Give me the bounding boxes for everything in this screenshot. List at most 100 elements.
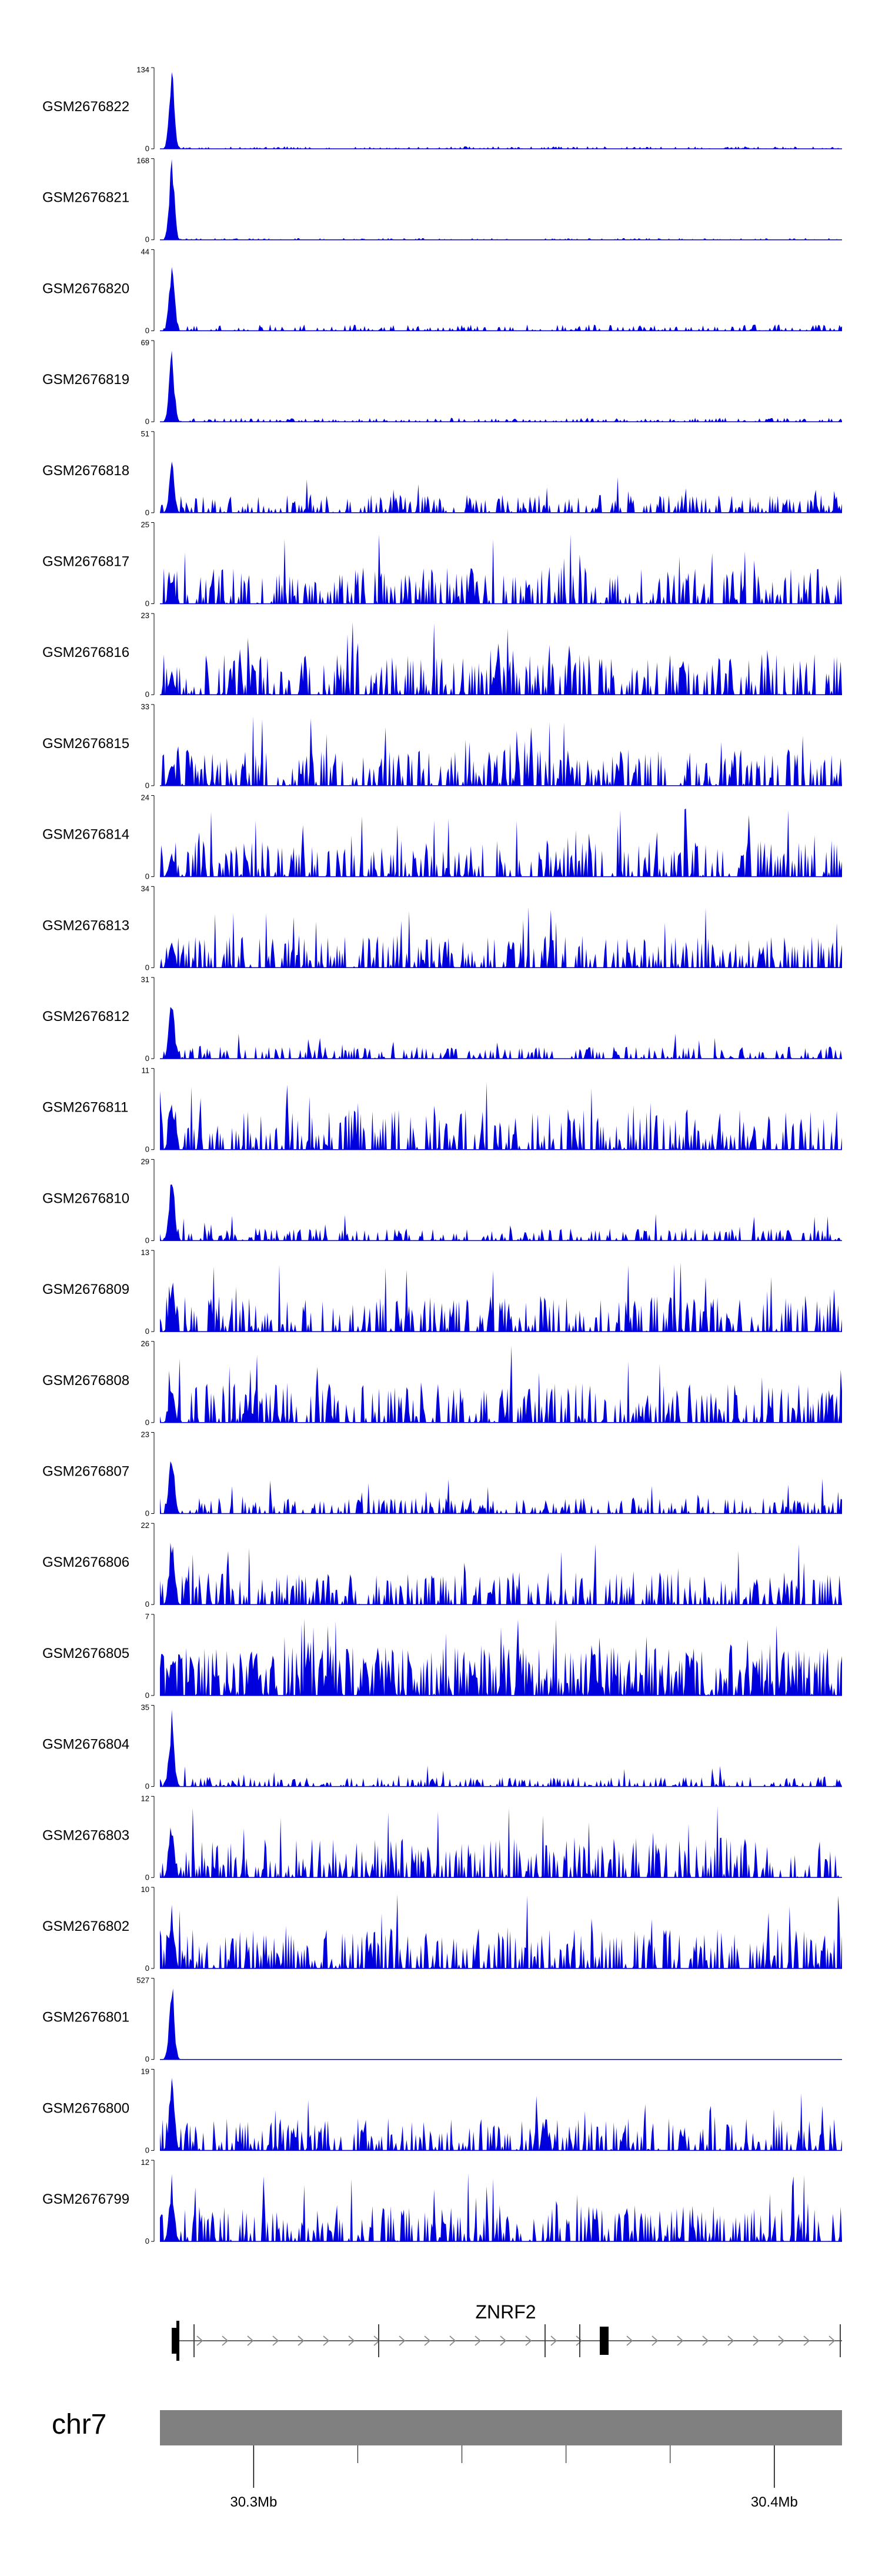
track-ymax-label: 23 [141,611,149,620]
track-ymin-label: 0 [145,1145,149,1154]
track-label: GSM2676818 [42,463,129,479]
strand-arrow [500,2335,507,2346]
coverage-track: GSM2676822 134 0 [42,65,842,153]
coverage-area [160,1262,842,1332]
track-label: GSM2676812 [42,1009,129,1025]
track-ymax-label: 35 [141,1703,149,1712]
coverage-track: GSM2676809 13 0 [42,1248,842,1336]
strand-arrow [626,2335,633,2346]
coverage-track: GSM2676804 35 0 [42,1703,842,1791]
track-ymax-label: 34 [141,884,149,893]
track-ymax-label: 24 [141,793,149,802]
strand-arrow [449,2335,456,2346]
strand-arrow [196,2335,203,2346]
track-ymin-label: 0 [145,1418,149,1427]
track-ymax-label: 12 [141,1794,149,1803]
strand-arrow [525,2335,532,2346]
coverage-track: GSM2676799 12 0 [42,2158,842,2245]
gene-name: ZNRF2 [475,2301,536,2323]
strand-arrow [272,2335,279,2346]
strand-arrow [828,2335,836,2346]
coverage-track: GSM2676800 19 0 [42,2067,842,2154]
track-ymin-label: 0 [145,417,149,426]
track-ymin-label: 0 [145,144,149,153]
track-label: GSM2676822 [42,99,129,115]
track-ymax-label: 25 [141,520,149,529]
track-label: GSM2676804 [42,1737,129,1753]
coverage-track: GSM2676816 23 0 [42,611,842,699]
gene-exon [172,2328,176,2354]
coverage-track: GSM2676811 11 0 [42,1066,842,1154]
strand-arrow [778,2335,785,2346]
track-label: GSM2676807 [42,1464,129,1480]
chromosome-bar [160,2410,842,2445]
track-ymax-label: 134 [136,65,149,74]
strand-arrow [298,2335,305,2346]
strand-arrow [702,2335,709,2346]
coverage-area [160,1894,842,1968]
strand-arrow [652,2335,659,2346]
track-ymax-label: 23 [141,1430,149,1439]
axis-tick-label: 30.4Mb [751,2494,798,2510]
coverage-track: GSM2676807 23 0 [42,1430,842,1518]
coverage-track: GSM2676802 10 0 [42,1885,842,1973]
track-ymin-label: 0 [145,1964,149,1973]
track-label: GSM2676814 [42,827,129,843]
track-label: GSM2676821 [42,190,129,206]
coverage-area [160,2078,842,2151]
strand-arrow [753,2335,760,2346]
track-ymin-label: 0 [145,508,149,517]
coverage-area [160,351,842,422]
track-ymax-label: 527 [136,1976,149,1985]
track-label: GSM2676819 [42,372,129,388]
coverage-track: GSM2676821 168 0 [42,156,842,244]
track-ymax-label: 13 [141,1248,149,1257]
track-ymin-label: 0 [145,690,149,699]
track-label: GSM2676810 [42,1190,129,1206]
coverage-area [160,1542,842,1605]
gene-exon [600,2327,609,2355]
coverage-area [160,622,842,695]
track-ymin-label: 0 [145,1600,149,1609]
strand-arrow [222,2335,229,2346]
coverage-area [160,72,842,149]
track-ymin-label: 0 [145,963,149,972]
coverage-area [160,1184,842,1241]
track-label: GSM2676801 [42,2010,129,2026]
coverage-area [160,461,842,513]
track-ymax-label: 19 [141,2067,149,2076]
coverage-area [160,267,842,331]
coverage-area [160,716,842,786]
track-ymax-label: 11 [142,1066,150,1075]
track-ymin-label: 0 [145,2237,149,2245]
strand-arrow [399,2335,406,2346]
strand-arrow [727,2335,734,2346]
track-ymin-label: 0 [145,1509,149,1518]
coverage-track: GSM2676803 12 0 [42,1794,842,1881]
coverage-track: GSM2676820 44 0 [42,247,842,335]
strand-arrow [348,2335,355,2346]
track-ymax-label: 51 [141,429,149,438]
coverage-track: GSM2676813 34 0 [42,884,842,972]
coverage-track: GSM2676818 51 0 [42,429,842,517]
strand-arrow [803,2335,810,2346]
track-ymax-label: 12 [141,2158,149,2167]
track-ymax-label: 69 [141,338,149,347]
coverage-area [160,1806,842,1878]
track-label: GSM2676808 [42,1373,129,1389]
track-ymin-label: 0 [145,1327,149,1336]
track-label: GSM2676820 [42,281,129,296]
track-ymin-label: 0 [145,2145,149,2154]
track-label: GSM2676813 [42,917,129,933]
track-label: GSM2676809 [42,1282,129,1297]
track-ymax-label: 22 [141,1521,149,1530]
track-ymax-label: 44 [141,247,149,256]
strand-arrow [247,2335,254,2346]
track-ymax-label: 31 [141,975,149,984]
track-label: GSM2676803 [42,1827,129,1843]
track-ymin-label: 0 [145,1691,149,1700]
gene-model: ZNRF2 [172,2301,842,2361]
track-label: GSM2676817 [42,554,129,570]
coverage-area [160,1082,842,1150]
